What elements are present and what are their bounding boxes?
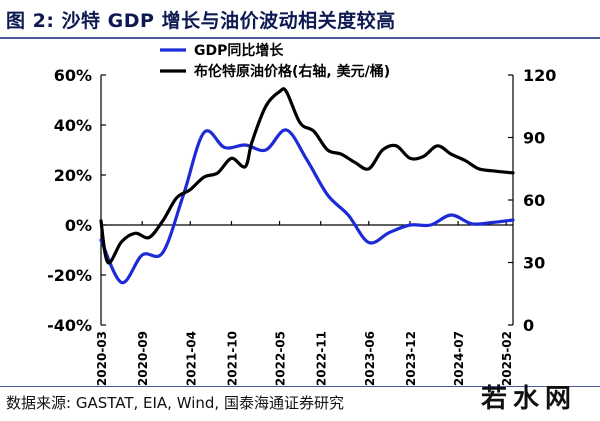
y-right-tick-label: 90 <box>523 129 545 148</box>
gdp-growth-line <box>99 128 515 285</box>
brent-price-line <box>99 87 515 265</box>
chart-title: 图 2: 沙特 GDP 增长与油价波动相关度较高 <box>6 10 396 32</box>
x-tick-label: 2021-04 <box>184 331 198 386</box>
y-left-tick-label: -40% <box>47 316 92 335</box>
legend-label: 布伦特原油价格(右轴, 美元/桶) <box>194 63 390 80</box>
y-right-tick-label: 0 <box>523 316 534 335</box>
y-left-tick-label: 20% <box>54 166 92 185</box>
watermark: 若水网 <box>481 384 578 414</box>
y-left-tick-label: -20% <box>47 266 92 285</box>
x-tick-label: 2023-06 <box>363 331 377 386</box>
bottom-divider <box>0 386 600 387</box>
x-tick-label: 2021-10 <box>225 331 239 386</box>
y-right-tick-label: 120 <box>523 66 556 85</box>
x-tick-label: 2023-12 <box>404 331 418 386</box>
y-left-tick-label: 60% <box>54 66 92 85</box>
x-tick-label: 2022-11 <box>315 331 329 386</box>
x-tick-label: 2020-03 <box>95 331 109 386</box>
title-divider <box>0 37 600 39</box>
y-right-tick-label: 60 <box>523 191 545 210</box>
x-tick-label: 2022-05 <box>274 331 288 386</box>
x-tick-label: 2025-02 <box>500 331 514 386</box>
source-note: 数据来源: GASTAT, EIA, Wind, 国泰海通证券研究 <box>6 394 344 412</box>
x-tick-label: 2024-07 <box>452 331 466 386</box>
legend-label: GDP同比增长 <box>194 42 284 59</box>
y-right-tick-label: 30 <box>523 254 545 273</box>
title-bar: 图 2: 沙特 GDP 增长与油价波动相关度较高 <box>0 0 600 39</box>
series-layer <box>99 87 515 285</box>
y-left-tick-label: 40% <box>54 116 92 135</box>
y-left-tick-label: 0% <box>65 216 92 235</box>
x-tick-label: 2020-09 <box>136 331 150 386</box>
axes-layer: 60% 40% 20% 0% -20% -40% 120 90 60 30 0 2020-03 2020… <box>47 66 556 386</box>
